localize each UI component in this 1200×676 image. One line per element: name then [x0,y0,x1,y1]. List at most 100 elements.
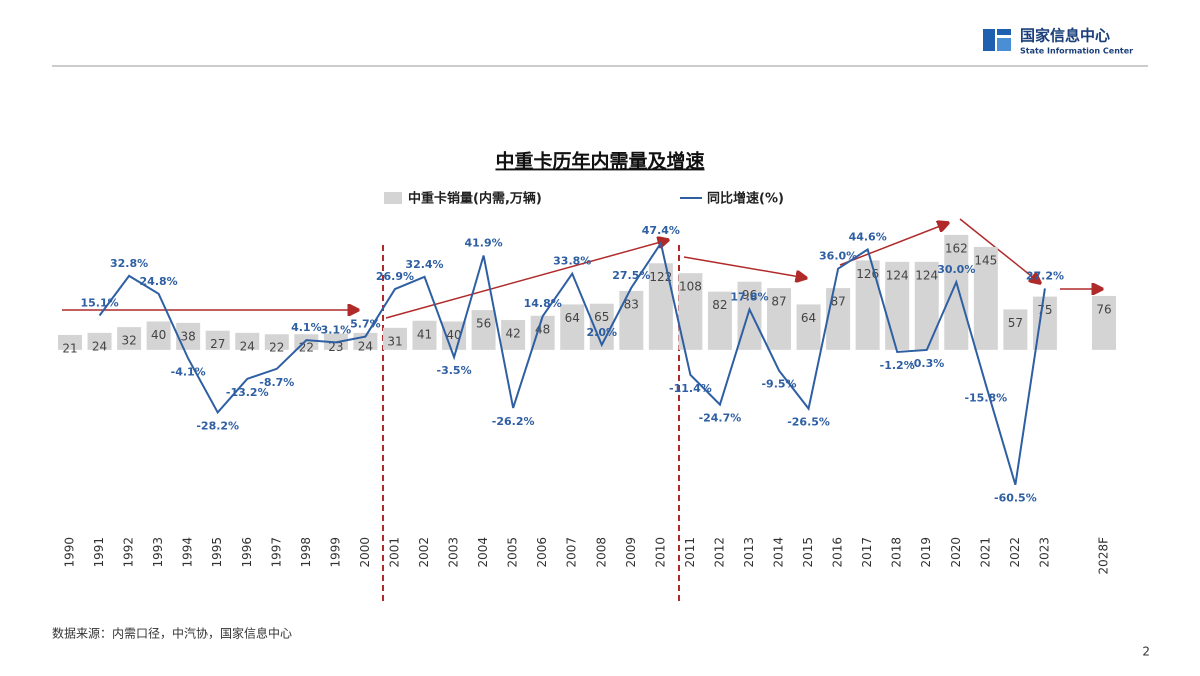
bar-label: 87 [830,295,845,309]
bar-label: 41 [417,327,432,341]
growth-label: 17.8% [730,290,768,303]
growth-label: -4.1% [171,365,206,378]
bar-label: 82 [712,298,727,312]
bar-label: 75 [1037,303,1052,317]
x-tick-label: 2013 [742,537,756,568]
bar-label: 108 [679,280,702,294]
x-tick-label: 2004 [476,537,490,568]
growth-label: 30.0% [937,263,975,276]
logo-mark [983,29,995,51]
x-tick-label: 1997 [269,537,283,568]
bar-label: 83 [624,297,639,311]
bar [58,334,82,350]
bar-label: 22 [299,341,314,355]
bar [117,327,142,350]
source-note: 数据来源：内需口径，中汽协，国家信息中心 [52,626,292,641]
growth-label: 24.8% [140,275,178,288]
growth-label: 27.2% [1026,269,1064,282]
bar-label: 24 [92,339,107,353]
bar [826,288,851,350]
x-tick-label: 2005 [506,537,520,568]
bar-label: 31 [387,334,402,348]
bar-label: 23 [328,340,343,354]
growth-label: 32.8% [110,257,148,270]
bar [619,290,644,350]
bar [944,234,969,350]
bar [412,320,437,350]
growth-label: 2.0% [587,326,618,339]
x-tick-label: 2017 [860,537,874,568]
growth-label: -15.8% [964,392,1007,405]
growth-label: -26.2% [492,415,535,428]
x-tick-label: 2021 [978,537,992,568]
growth-label: -26.5% [787,416,830,429]
x-tick-label: 2016 [831,537,845,568]
bar [501,320,526,350]
x-tick-label: 2011 [683,537,697,568]
bar-label: 42 [506,327,521,341]
bar-label: 65 [594,310,609,324]
bar-label: 96 [742,288,757,302]
bar-label: 24 [358,339,373,353]
x-tick-label: 2018 [890,537,904,568]
x-tick-label: 2028F [1097,537,1111,575]
growth-label: 15.1% [80,297,118,310]
org-name: 国家信息中心 [1020,27,1110,45]
growth-label: 47.4% [642,224,680,237]
bar-label: 124 [886,268,909,282]
bar-label: 64 [801,311,816,325]
x-tick-label: 2012 [712,537,726,568]
x-tick-label: 2002 [417,537,431,568]
bar [176,322,201,350]
bar-label: 21 [62,341,77,355]
bar-label: 64 [565,311,580,325]
x-tick-label: 2015 [801,537,815,568]
logo-mark [997,38,1011,51]
growth-label: 3.1% [321,323,352,336]
bar-label: 87 [771,295,786,309]
x-tick-label: 2007 [565,537,579,568]
growth-label: -8.7% [259,376,294,389]
x-tick-label: 1995 [210,537,224,568]
bar-label: 40 [151,328,166,342]
growth-label: 33.8% [553,255,591,268]
bar [235,332,260,350]
growth-label: 4.1% [291,321,322,334]
x-tick-label: 2001 [387,537,401,568]
legend-swatch [384,192,402,204]
bar [1092,295,1116,350]
bar-label: 38 [181,329,196,343]
bar-label: 124 [915,268,938,282]
chart-title: 中重卡历年内需量及增速 [495,150,704,173]
x-tick-label: 1998 [299,537,313,568]
growth-label: 41.9% [465,237,503,250]
x-tick-label: 2006 [535,537,549,568]
bar [885,261,910,350]
legend-label: 中重卡销量(内需,万辆) [408,191,542,207]
logo-mark [997,29,1011,35]
bar-label: 22 [269,341,284,355]
bar-label: 162 [945,241,968,255]
bar [146,321,171,350]
bar-label: 145 [974,253,997,267]
x-tick-label: 1990 [63,537,77,568]
bar [973,246,998,350]
x-tick-label: 2022 [1008,537,1022,568]
growth-label: 5.7% [350,318,381,331]
x-tick-label: 1994 [181,537,195,568]
x-tick-label: 2003 [447,537,461,568]
x-tick-label: 2009 [624,537,638,568]
bar [264,334,289,350]
bar [382,327,407,350]
org-name-en: State Information Center [1020,47,1133,56]
legend-label: 同比增速(%) [707,191,784,207]
bar [1003,309,1028,350]
x-tick-label: 1992 [122,537,136,568]
growth-label: -13.2% [226,386,269,399]
growth-label: -28.2% [196,419,239,432]
x-tick-label: 2010 [653,537,667,568]
x-tick-label: 2019 [919,537,933,568]
bar-label: 40 [446,328,461,342]
bar-label: 76 [1096,302,1111,316]
